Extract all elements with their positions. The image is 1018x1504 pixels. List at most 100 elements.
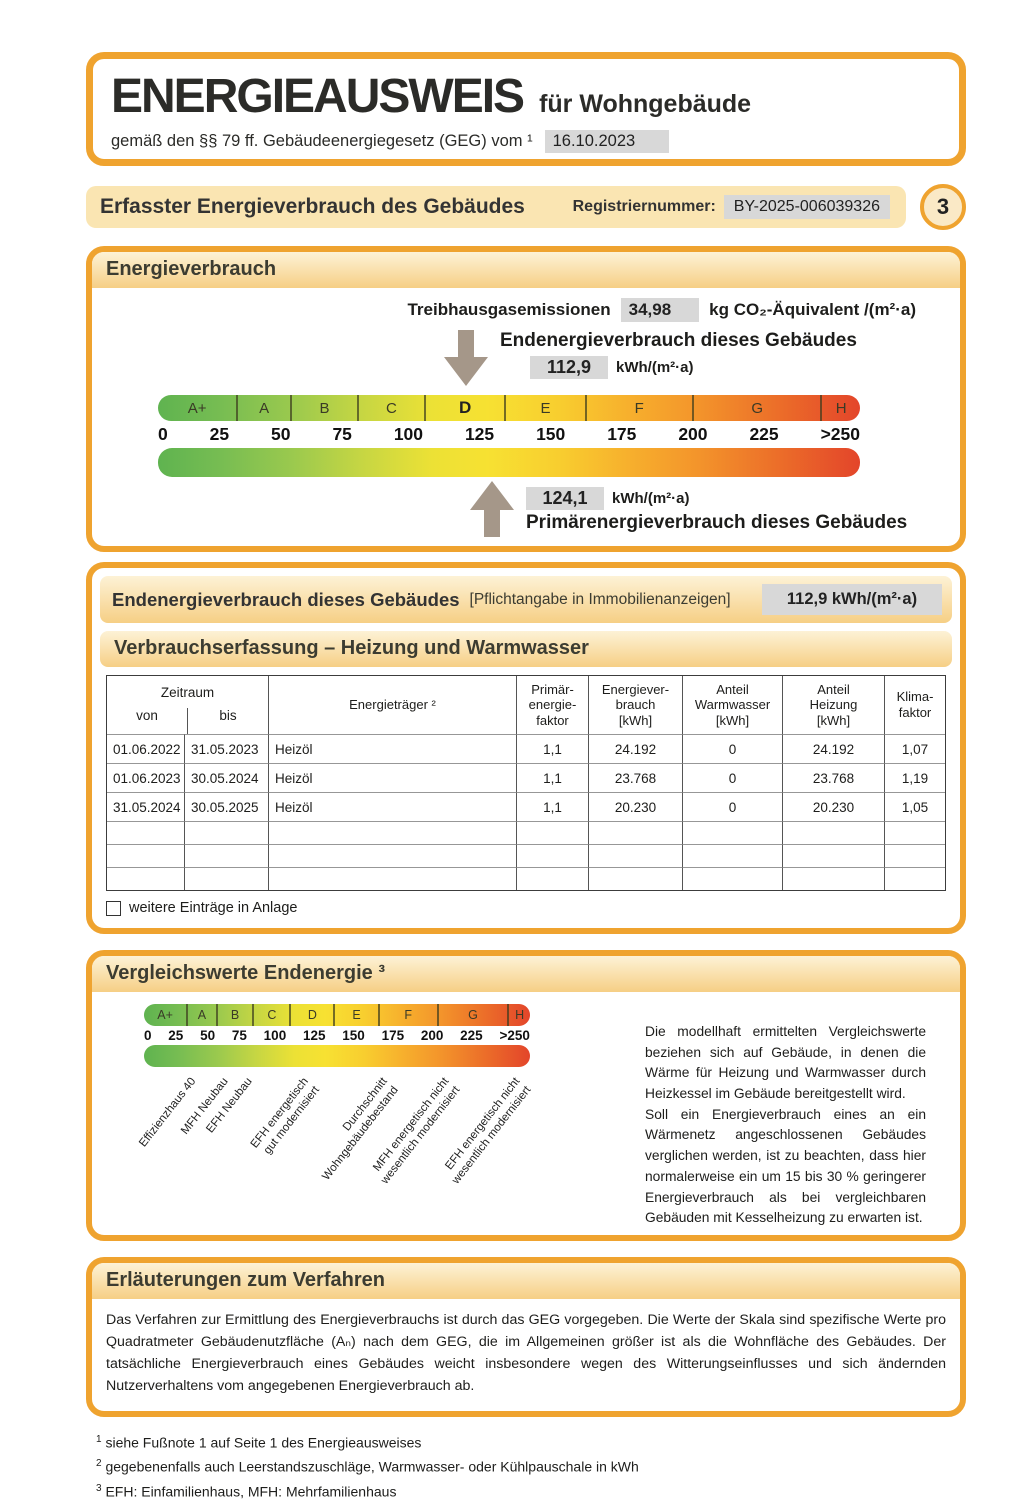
cell-primaerenergiefaktor — [517, 821, 589, 844]
scale-class-segment: E — [506, 395, 587, 421]
more-entries-label: weitere Einträge in Anlage — [129, 900, 298, 916]
scale-class-label: F — [404, 1008, 412, 1022]
scale-tick: 150 — [342, 1028, 365, 1043]
cell-energietraeger: Heizöl — [269, 763, 517, 792]
scale-tick: 150 — [536, 424, 566, 444]
cell-von — [107, 867, 185, 890]
subtitle: gemäß den §§ 79 ff. Gebäudeenergiegesetz… — [111, 132, 533, 150]
primary-energy-unit: kWh/(m²·a) — [612, 490, 690, 507]
primary-energy-block: 124,1 kWh/(m²·a) Primärenergieverbrauch … — [470, 481, 960, 542]
col-von-bis: von bis — [107, 708, 268, 734]
explanation-text: Das Verfahren zur Ermittlung des Energie… — [106, 1312, 946, 1394]
col-energietraeger: Energieträger ² — [269, 676, 517, 734]
comparison-scale-column: A+ A B C D E F G H 0 25 50 75 100 125 150 175 200 225 >250… — [92, 992, 637, 1235]
ghg-unit: kg CO₂-Äquivalent /(m²·a) — [709, 300, 916, 319]
scale-tick: >250 — [499, 1028, 530, 1043]
primary-energy-label: Primärenergieverbrauch dieses Gebäudes — [526, 512, 908, 533]
footnote: 1 siehe Fußnote 1 auf Seite 1 des Energi… — [96, 1431, 966, 1455]
section-title: Erfasster Energieverbrauch des Gebäudes — [100, 195, 525, 218]
ghg-label: Treibhausgasemissionen — [407, 300, 611, 319]
registration-value: BY-2025-006039326 — [723, 195, 890, 219]
footnote-marker: 3 — [96, 1482, 102, 1494]
scale-class-label: G — [468, 1008, 478, 1022]
cell-bis: 30.05.2025 — [185, 792, 269, 821]
mandatory-value: 112,9 kWh/(m²·a) — [762, 584, 942, 615]
table-body: 01.06.2022 31.05.2023 Heizöl 1,1 24.192 … — [107, 734, 945, 821]
registration-label: Registriernummer: — [572, 198, 716, 215]
cell-energietraeger — [269, 844, 517, 867]
comparison-box: Vergleichswerte Endenergie ³ A+ A B C D E F G H … — [86, 950, 966, 1241]
cell-primaerenergiefaktor: 1,1 — [517, 763, 589, 792]
col-anteil-heizung: Anteil Heizung [kWh] — [783, 676, 885, 734]
cell-anteil-warmwasser — [683, 821, 783, 844]
scale-class-segment: E — [335, 1004, 380, 1026]
mandatory-label: Endenergieverbrauch dieses Gebäudes — [112, 588, 460, 610]
col-klimafaktor: Klima- faktor — [896, 689, 934, 720]
scale-tick: 225 — [749, 424, 779, 444]
cell-bis — [185, 844, 269, 867]
scale-tick: 100 — [393, 424, 424, 444]
more-entries-checkbox[interactable] — [106, 900, 121, 916]
scale-tick: 225 — [460, 1028, 483, 1043]
table-row: 01.06.2022 31.05.2023 Heizöl 1,1 24.192 … — [107, 734, 945, 763]
scale-class-label: G — [751, 399, 763, 417]
cell-von: 01.06.2022 — [107, 734, 185, 763]
geg-date-value: 16.10.2023 — [544, 130, 670, 153]
cell-anteil-heizung — [783, 821, 885, 844]
scale-class-label: A+ — [187, 399, 207, 417]
table-empty-row — [107, 821, 945, 844]
primary-energy-text: 124,1 kWh/(m²·a) Primärenergieverbrauch … — [526, 481, 907, 534]
scale-class-segment: A+ — [158, 395, 239, 421]
cell-energieverbrauch: 20.230 — [589, 792, 683, 821]
energy-box: Energieverbrauch Treibhausgasemissionen … — [86, 246, 966, 552]
table-header-row: Zeitraum von bis Energieträger ² Primär-… — [107, 676, 945, 734]
scale-tick: 200 — [420, 1028, 444, 1043]
primary-energy-value: 124,1 — [526, 487, 604, 510]
table-empty-row — [107, 867, 945, 890]
subtitle-row: gemäß den §§ 79 ff. Gebäudeenergiegesetz… — [111, 130, 939, 153]
cell-klimafaktor — [885, 821, 945, 844]
cell-anteil-heizung — [783, 844, 885, 867]
cell-energieverbrauch: 24.192 — [589, 734, 683, 763]
cell-klimafaktor — [885, 867, 945, 890]
registration-group: Registriernummer: BY-2025-006039326 — [573, 195, 890, 219]
comparison-scale-ticks: 0 25 50 75 100 125 150 175 200 225 >250 — [144, 1026, 530, 1045]
scale-tick: 200 — [678, 424, 708, 444]
scale-class-segment: B — [218, 1004, 255, 1026]
col-energieverbrauch: Energiever- brauch [kWh] — [589, 676, 683, 734]
end-energy-label: Endenergieverbrauch dieses Gebäudes — [500, 330, 857, 351]
cell-klimafaktor: 1,07 — [885, 734, 945, 763]
table-empty-body — [107, 821, 945, 890]
cell-primaerenergiefaktor — [517, 867, 589, 890]
footnotes: 1 siehe Fußnote 1 auf Seite 1 des Energi… — [96, 1431, 966, 1504]
scale-tick: 75 — [231, 1028, 247, 1043]
col-zeitraum-label: Zeitraum — [160, 684, 215, 700]
arrow-up-icon — [470, 481, 514, 542]
scale-class-label: D — [307, 1008, 317, 1022]
section-bar: Erfasster Energieverbrauch des Gebäudes … — [86, 186, 906, 228]
more-entries-row: weitere Einträge in Anlage — [106, 900, 946, 916]
scale-class-segment: D — [426, 395, 507, 421]
page-title-suffix: für Wohngebäude — [539, 90, 752, 118]
energy-scale: A+ A B C D E F G H 0 25 50 75 100 125 150 175 200 225 >250 — [158, 395, 860, 477]
scale-class-label: D — [458, 398, 472, 417]
header-box: ENERGIEAUSWEIS für Wohngebäude gemäß den… — [86, 52, 966, 166]
col-zeitraum: Zeitraum von bis — [107, 676, 269, 734]
cell-von: 31.05.2024 — [107, 792, 185, 821]
table-row: 01.06.2023 30.05.2024 Heizöl 1,1 23.768 … — [107, 763, 945, 792]
scale-tick: 0 — [158, 424, 168, 444]
scale-class-label: E — [352, 1008, 361, 1022]
col-von: von — [107, 708, 188, 734]
scale-class-segment: G — [439, 1004, 510, 1026]
scale-ticks: 0 25 50 75 100 125 150 175 200 225 >250 — [158, 421, 860, 448]
cell-anteil-warmwasser: 0 — [683, 734, 783, 763]
cell-energieverbrauch: 23.768 — [589, 763, 683, 792]
cell-anteil-warmwasser — [683, 844, 783, 867]
scale-tick: 50 — [271, 424, 291, 444]
comparison-scale: A+ A B C D E F G H 0 25 50 75 100 125 150 175 200 225 >250 — [144, 1004, 530, 1067]
scale-class-segment: F — [380, 1004, 439, 1026]
scale-gradient-bar — [158, 448, 860, 477]
comparison-paragraph: Soll ein Energieverbrauch eines an ein W… — [645, 1106, 926, 1226]
comparison-label: EFH energetisch gut modernisiert — [248, 1075, 322, 1157]
